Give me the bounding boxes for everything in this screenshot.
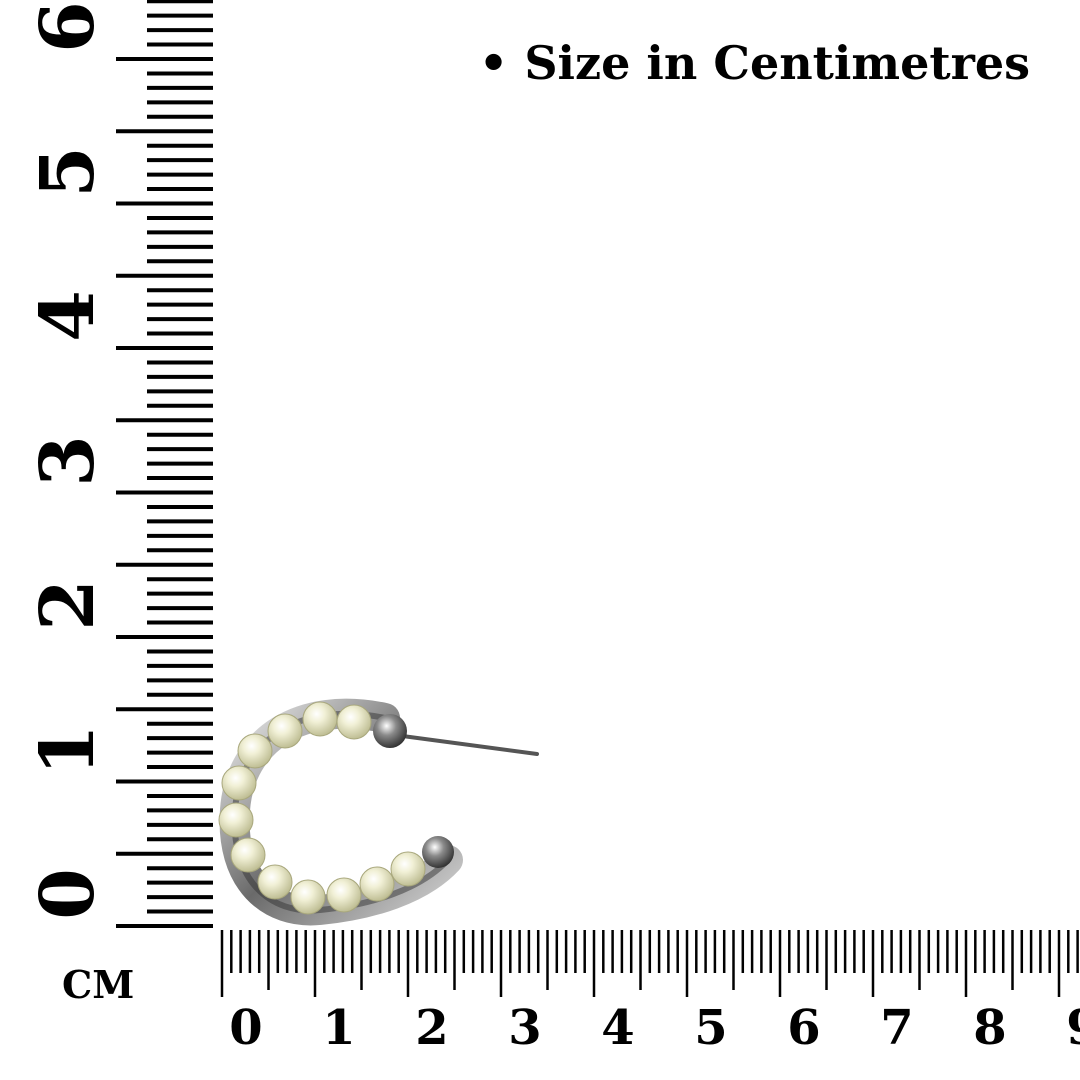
pearl: [218, 802, 254, 838]
horizontal-ruler-label: 6: [787, 1000, 821, 1056]
horizontal-ruler-label: 9: [1058, 1000, 1080, 1056]
horizontal-ruler-label: 4: [601, 1000, 635, 1056]
pearl: [221, 765, 257, 801]
pearl: [359, 866, 395, 902]
unit-label: CM: [62, 962, 135, 1007]
horizontal-ruler-label: 1: [322, 1000, 356, 1056]
horizontal-ruler-label: 0: [229, 1000, 263, 1056]
pearl: [230, 837, 266, 873]
pearl: [390, 851, 426, 887]
pearl: [336, 704, 372, 740]
pearl: [237, 733, 273, 769]
pearl: [326, 877, 362, 913]
horizontal-ruler-label: 7: [880, 1000, 914, 1056]
pearl: [290, 879, 326, 915]
horizontal-ruler-label: 8: [973, 1000, 1007, 1056]
pearl: [267, 713, 303, 749]
horizontal-ruler-label: 5: [694, 1000, 728, 1056]
size-caption: • Size in Centimetres: [478, 36, 1030, 90]
horizontal-ruler-label: 2: [415, 1000, 449, 1056]
pearl: [257, 864, 293, 900]
horizontal-ruler-label: 3: [508, 1000, 542, 1056]
pearl: [302, 701, 338, 737]
